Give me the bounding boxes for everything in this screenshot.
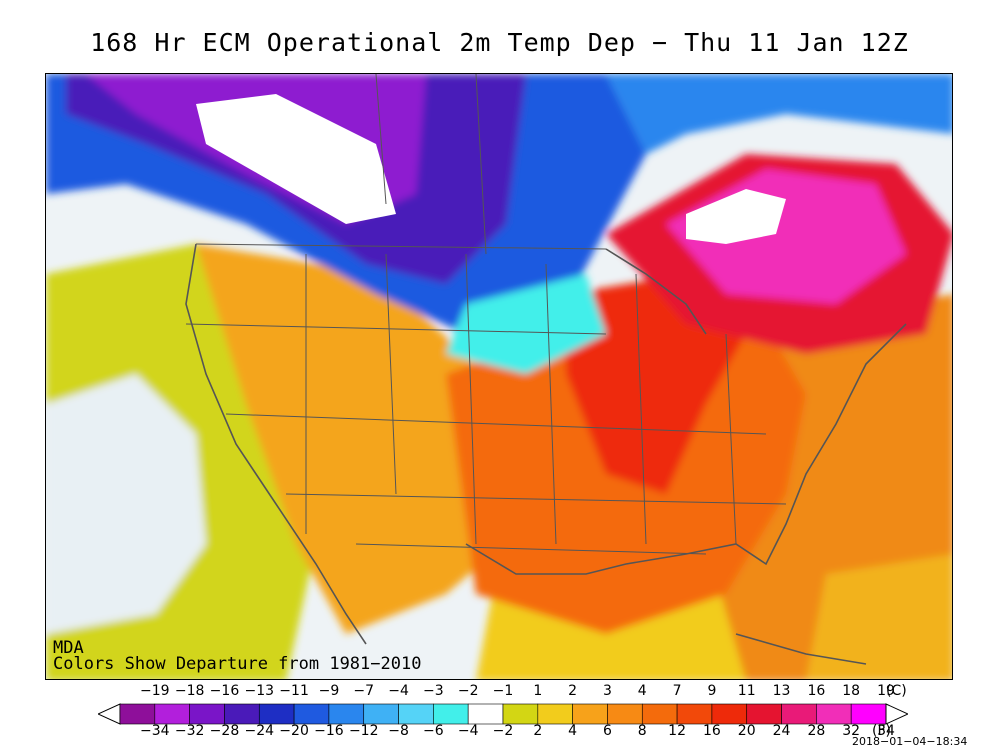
legend-swatch bbox=[641, 703, 678, 725]
celsius-tick-label: 7 bbox=[672, 683, 682, 699]
celsius-unit: (C) bbox=[886, 683, 907, 699]
legend-swatch bbox=[293, 703, 330, 725]
fahrenheit-tick-label: −2 bbox=[492, 723, 514, 739]
legend-swatch bbox=[398, 703, 434, 725]
fahrenheit-tick-label: −16 bbox=[314, 723, 344, 739]
colors-note: Colors Show Departure from 1981−2010 bbox=[53, 654, 422, 674]
source-label: MDA bbox=[53, 638, 84, 658]
celsius-tick-label: −9 bbox=[318, 683, 340, 699]
legend-swatch bbox=[119, 703, 156, 725]
fahrenheit-tick-label: 32 bbox=[842, 723, 861, 739]
celsius-tick-label: 9 bbox=[707, 683, 717, 699]
fahrenheit-tick-label: −28 bbox=[209, 723, 240, 739]
coastlines bbox=[185, 243, 907, 665]
yukon-extreme-cold bbox=[196, 94, 396, 224]
fahrenheit-tick-label: 20 bbox=[737, 723, 756, 739]
legend-swatch bbox=[258, 703, 295, 725]
celsius-tick-label: 16 bbox=[807, 683, 826, 699]
fahrenheit-tick-label: −4 bbox=[457, 723, 479, 739]
hudson-bay-extreme-warm bbox=[686, 189, 786, 244]
celsius-tick-label: −3 bbox=[423, 683, 444, 699]
celsius-tick-label: 11 bbox=[737, 683, 756, 699]
fahrenheit-tick-label: 4 bbox=[568, 723, 578, 739]
legend-swatch bbox=[781, 703, 817, 725]
legend-swatch bbox=[363, 703, 399, 725]
legend-swatch bbox=[850, 703, 887, 725]
northern-plains-cyan bbox=[446, 274, 606, 374]
render-timestamp: 2018−01−04−18:34 bbox=[852, 735, 968, 748]
fahrenheit-tick-label: 6 bbox=[602, 723, 612, 739]
legend-swatch bbox=[467, 703, 504, 725]
fahrenheit-tick-label: −34 bbox=[140, 723, 170, 739]
legend-swatch bbox=[676, 703, 713, 725]
color-legend-bar bbox=[98, 703, 908, 725]
great-lakes-red bbox=[566, 274, 746, 494]
fahrenheit-tick-row: −34 −32 −28 −24 −20 −16 −12 −8 −6 −4 −2 2 4 6 8 12 16 20 2… bbox=[0, 723, 999, 743]
fahrenheit-unit: (F) bbox=[872, 723, 891, 739]
atlantic-yellow bbox=[806, 554, 952, 679]
legend-swatch bbox=[502, 703, 539, 725]
fahrenheit-tick-label: 16 bbox=[702, 723, 721, 739]
fahrenheit-tick-label: 8 bbox=[637, 723, 647, 739]
celsius-tick-label: −11 bbox=[279, 683, 309, 699]
celsius-tick-label: −1 bbox=[492, 683, 514, 699]
celsius-tick-label: 4 bbox=[637, 683, 647, 699]
celsius-tick-label: −18 bbox=[174, 683, 205, 699]
temperature-departure-map: MDA Colors Show Departure from 1981−2010 bbox=[45, 73, 953, 680]
fahrenheit-tick-label: 12 bbox=[668, 723, 686, 739]
legend-swatch bbox=[537, 703, 573, 725]
celsius-tick-label: −2 bbox=[457, 683, 479, 699]
northeast-canada-blue bbox=[606, 74, 952, 154]
fahrenheit-tick-label: −32 bbox=[174, 723, 205, 739]
legend-swatch bbox=[607, 703, 643, 725]
fahrenheit-tick-label: −20 bbox=[279, 723, 309, 739]
legend-swatch bbox=[189, 703, 225, 725]
map-graphic bbox=[46, 74, 952, 679]
legend-swatch bbox=[816, 703, 852, 725]
legend-swatch bbox=[433, 703, 469, 725]
political-borders bbox=[185, 74, 787, 555]
fahrenheit-tick-label: −24 bbox=[244, 723, 275, 739]
legend-swatch bbox=[224, 703, 260, 725]
fahrenheit-tick-label: −6 bbox=[423, 723, 444, 739]
western-us-orange bbox=[196, 244, 526, 634]
celsius-tick-label: 2 bbox=[568, 683, 578, 699]
celsius-tick-label: 1 bbox=[533, 683, 543, 699]
celsius-tick-label: −16 bbox=[209, 683, 240, 699]
legend-swatch bbox=[328, 703, 365, 725]
legend-swatch bbox=[154, 703, 190, 725]
celsius-tick-label: 13 bbox=[772, 683, 791, 699]
celsius-tick-label: 19 bbox=[877, 683, 895, 699]
fahrenheit-tick-label: 24 bbox=[772, 723, 791, 739]
legend-arrow-right bbox=[885, 703, 908, 725]
pacific-near-normal bbox=[46, 374, 206, 634]
celsius-tick-row: −19 −18 −16 −13 −11 −9 −7 −4 −3 −2 −1 1 2 3 4 7 9 11 13 16 1… bbox=[0, 683, 999, 703]
legend-swatch bbox=[572, 703, 608, 725]
celsius-tick-label: 18 bbox=[842, 683, 861, 699]
celsius-tick-label: −13 bbox=[244, 683, 275, 699]
fahrenheit-tick-label: 34 bbox=[877, 723, 895, 739]
legend-swatch bbox=[746, 703, 782, 725]
fahrenheit-tick-label: −12 bbox=[348, 723, 379, 739]
celsius-tick-label: −19 bbox=[140, 683, 170, 699]
fahrenheit-tick-label: 28 bbox=[807, 723, 826, 739]
map-title: 168 Hr ECM Operational 2m Temp Dep − Thu… bbox=[90, 28, 909, 57]
celsius-tick-label: −7 bbox=[353, 683, 375, 699]
legend-swatch bbox=[711, 703, 748, 725]
fahrenheit-tick-label: −8 bbox=[388, 723, 409, 739]
celsius-tick-label: −4 bbox=[388, 683, 409, 699]
legend-arrow-left bbox=[98, 703, 121, 725]
fahrenheit-tick-label: 2 bbox=[533, 723, 543, 739]
celsius-tick-label: 3 bbox=[602, 683, 612, 699]
